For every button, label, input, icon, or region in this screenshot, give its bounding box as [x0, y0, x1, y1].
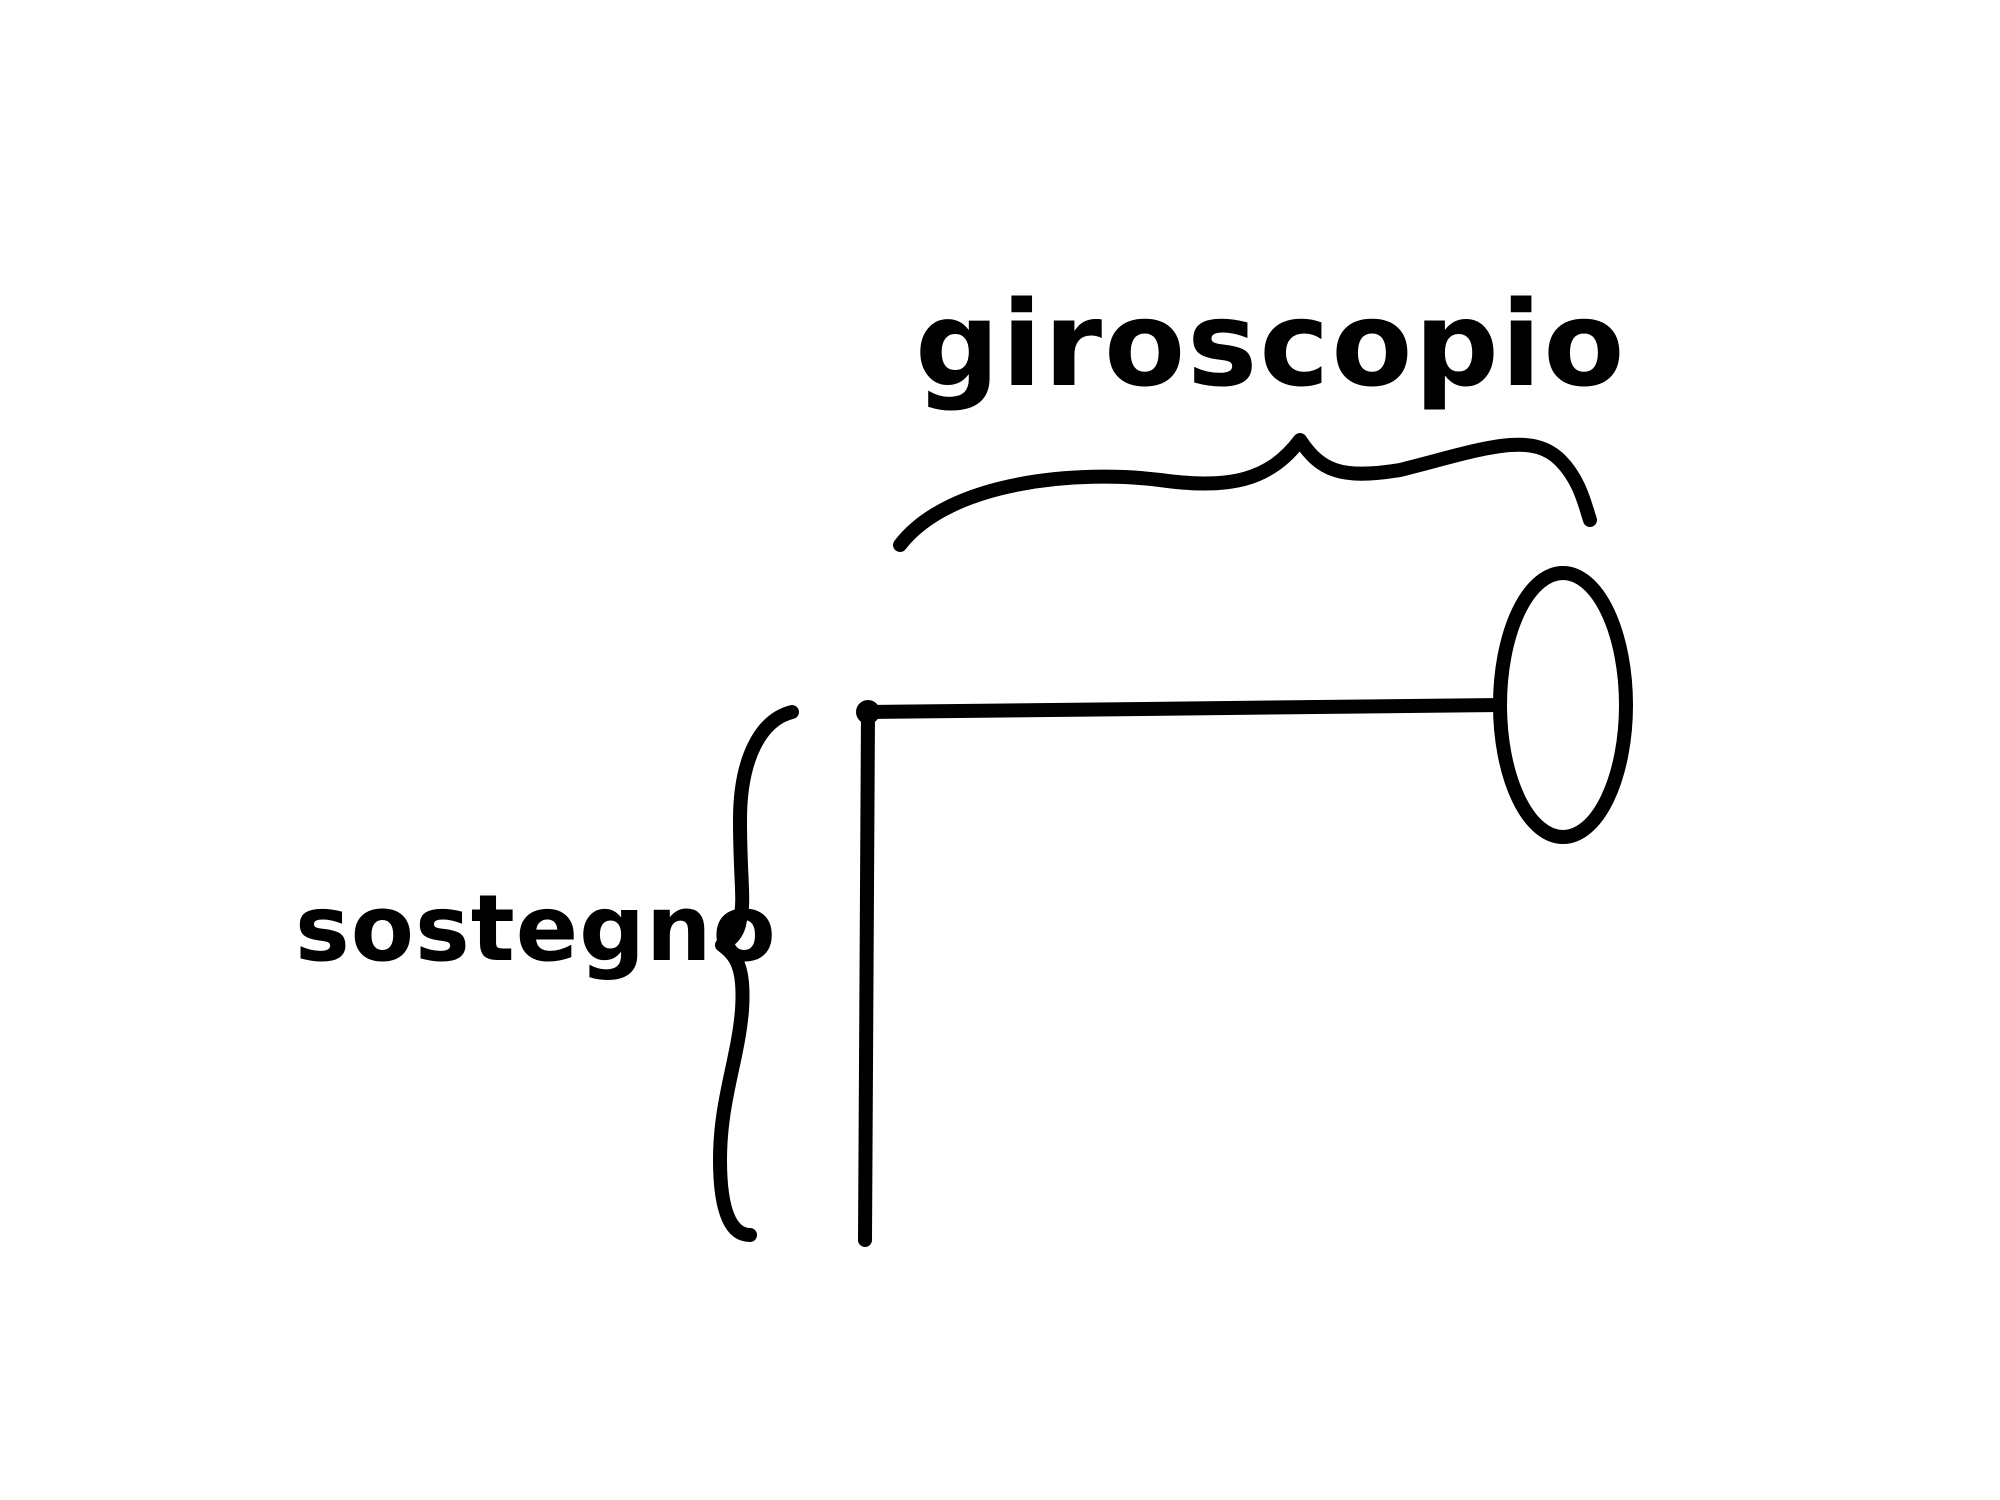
support-post — [858, 705, 875, 1247]
label-sostegno: sostegno — [295, 875, 777, 982]
gyroscope-disc — [1493, 566, 1633, 844]
brace-giroscopio — [893, 433, 1597, 552]
brace-sostegno — [713, 705, 799, 1242]
gyroscope-rod — [861, 698, 1507, 719]
label-giroscopio: giroscopio — [915, 275, 1626, 413]
